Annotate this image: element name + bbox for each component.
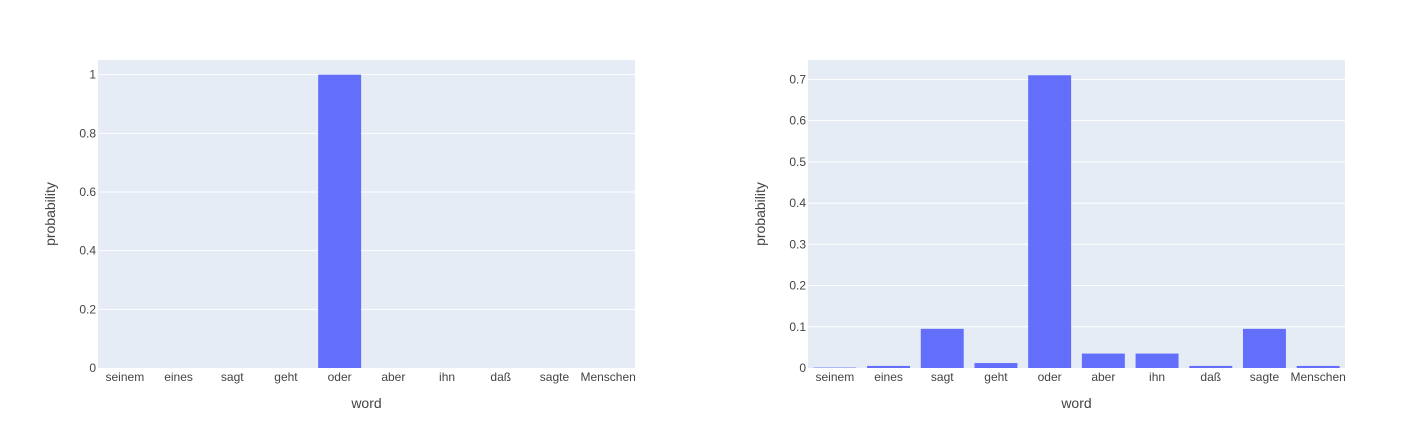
- y-tick-label: 0.7: [789, 72, 806, 86]
- bar-daß: [1189, 365, 1233, 368]
- bar-sagte: [1242, 328, 1286, 368]
- x-tick-label: aber: [1091, 370, 1115, 384]
- y-tick-label: 0.1: [789, 320, 806, 334]
- bar-oder: [318, 74, 362, 369]
- y-tick-label: 0.2: [789, 279, 806, 293]
- x-tick-label: geht: [984, 370, 1008, 384]
- x-tick-label: oder: [328, 370, 352, 384]
- y-tick-label: 0.8: [79, 126, 96, 140]
- y-tick-label: 0: [799, 361, 806, 375]
- x-tick-label: geht: [274, 370, 298, 384]
- x-tick-label: sagt: [931, 370, 954, 384]
- plot-area: [808, 60, 1345, 368]
- x-tick-label: ihn: [439, 370, 455, 384]
- y-tick-label: 0.4: [79, 244, 96, 258]
- x-tick-label: daß: [1200, 370, 1221, 384]
- bar-menschen: [1296, 365, 1340, 368]
- y-tick-label: 1: [89, 68, 96, 82]
- x-tick-label: ihn: [1149, 370, 1165, 384]
- x-tick-label: sagte: [540, 370, 570, 384]
- y-tick-label: 0.2: [79, 302, 96, 316]
- y-tick-label: 0: [89, 361, 96, 375]
- y-tick-label: 0.6: [789, 114, 806, 128]
- bar-sagt: [920, 328, 964, 368]
- chart-2: 0 0.1 0.2 0.3 0.4 0.5 0.6 0.7 seinem eines sagt geh…: [752, 60, 1346, 411]
- x-tick-label: aber: [381, 370, 405, 384]
- plot-area: [98, 60, 635, 368]
- x-tick-label: eines: [874, 370, 903, 384]
- y-tick-label: 0.5: [789, 155, 806, 169]
- x-tick-label: Menschen: [1290, 370, 1345, 384]
- bar-oder: [1028, 75, 1072, 369]
- x-tick-label: Menschen: [580, 370, 635, 384]
- x-axis-title: word: [350, 395, 381, 411]
- y-tick-label: 0.3: [789, 237, 806, 251]
- bar-geht: [974, 363, 1018, 368]
- x-axis-title: word: [1060, 395, 1091, 411]
- x-tick-label: sagt: [221, 370, 244, 384]
- x-tick-label: sagte: [1250, 370, 1280, 384]
- y-tick-label: 0.6: [79, 185, 96, 199]
- bar-eines: [867, 365, 911, 368]
- x-tick-label: oder: [1038, 370, 1062, 384]
- x-tick-label: seinem: [106, 370, 145, 384]
- y-axis-title: probability: [42, 182, 58, 246]
- bar-ihn: [1135, 353, 1179, 368]
- chart-1: 0 0.2 0.4 0.6 0.8 1 seinem eines sagt geht oder abe…: [42, 60, 636, 411]
- bar-aber: [1081, 353, 1125, 368]
- y-axis-title: probability: [752, 182, 768, 246]
- y-tick-label: 0.4: [789, 196, 806, 210]
- x-tick-label: daß: [490, 370, 511, 384]
- x-tick-label: seinem: [816, 370, 855, 384]
- x-tick-label: eines: [164, 370, 193, 384]
